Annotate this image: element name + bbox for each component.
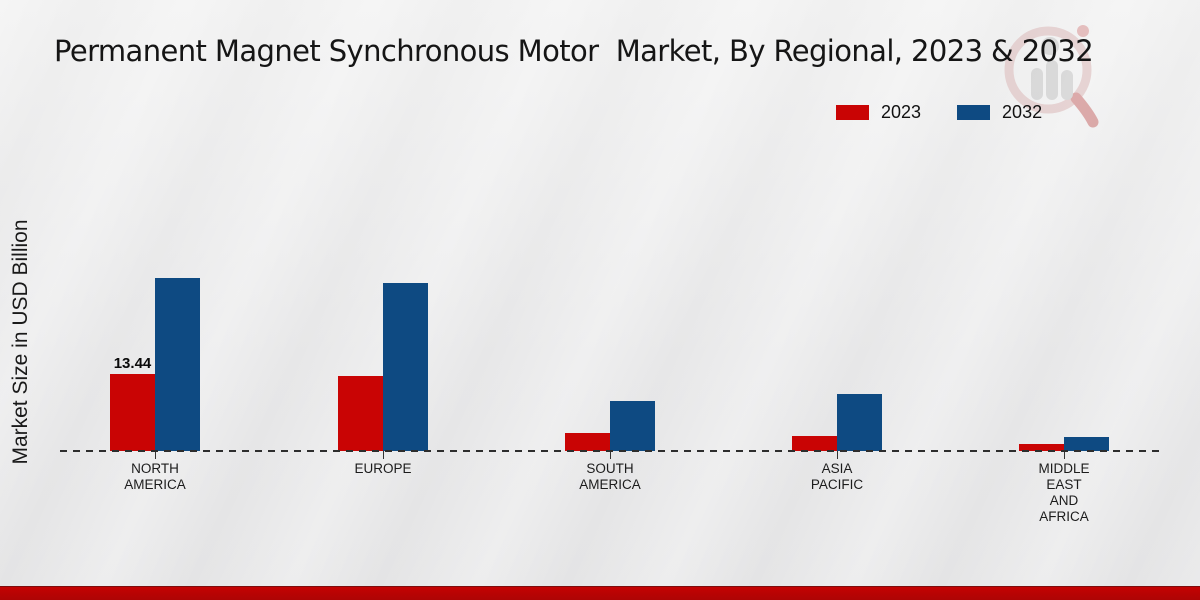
x-axis-category-label: NORTH AMERICA [124, 461, 186, 492]
chart-title: Permanent Magnet Synchronous Motor Marke… [54, 34, 1094, 68]
x-axis-tick [383, 451, 384, 459]
legend-swatch-2023-icon [836, 105, 869, 120]
legend-item-2032: 2032 [957, 102, 1042, 123]
bar-2023-north-america [110, 374, 155, 451]
bar-2023-europe [338, 376, 383, 451]
bar-2032-north-america [155, 278, 200, 451]
x-axis-category-label: ASIA PACIFIC [810, 461, 864, 492]
magnifier-bar-chart-logo-icon [1004, 25, 1099, 128]
x-axis-tick [155, 451, 156, 459]
bar-value-label: 13.44 [113, 355, 152, 372]
x-axis-category-label: SOUTH AMERICA [579, 461, 641, 492]
legend-label: 2023 [881, 102, 922, 122]
x-axis-tick [837, 451, 838, 459]
bar-2032-europe [383, 283, 428, 451]
x-axis-tick [1064, 451, 1065, 459]
bar-2032-asia-pacific [837, 394, 882, 451]
bar-2023-asia-pacific [792, 436, 837, 451]
legend-swatch-2032-icon [957, 105, 991, 120]
x-axis-category-label: MIDDLE EAST AND AFRICA [1038, 461, 1090, 524]
legend-label: 2032 [1002, 102, 1043, 122]
legend-item-2023: 2023 [836, 102, 921, 123]
x-axis-category-label: EUROPE [354, 461, 412, 476]
bar-2023-middle-east-and-africa [1019, 444, 1064, 451]
legend: 2023 2032 [836, 102, 1042, 123]
bar-2023-south-america [565, 433, 610, 451]
bar-2032-south-america [610, 401, 655, 451]
y-axis-label: Market Size in USD Billion [9, 219, 32, 465]
x-axis-baseline [60, 450, 1159, 452]
bar-2032-middle-east-and-africa [1064, 437, 1109, 451]
x-axis-tick [610, 451, 611, 459]
footer-bar [0, 586, 1200, 600]
